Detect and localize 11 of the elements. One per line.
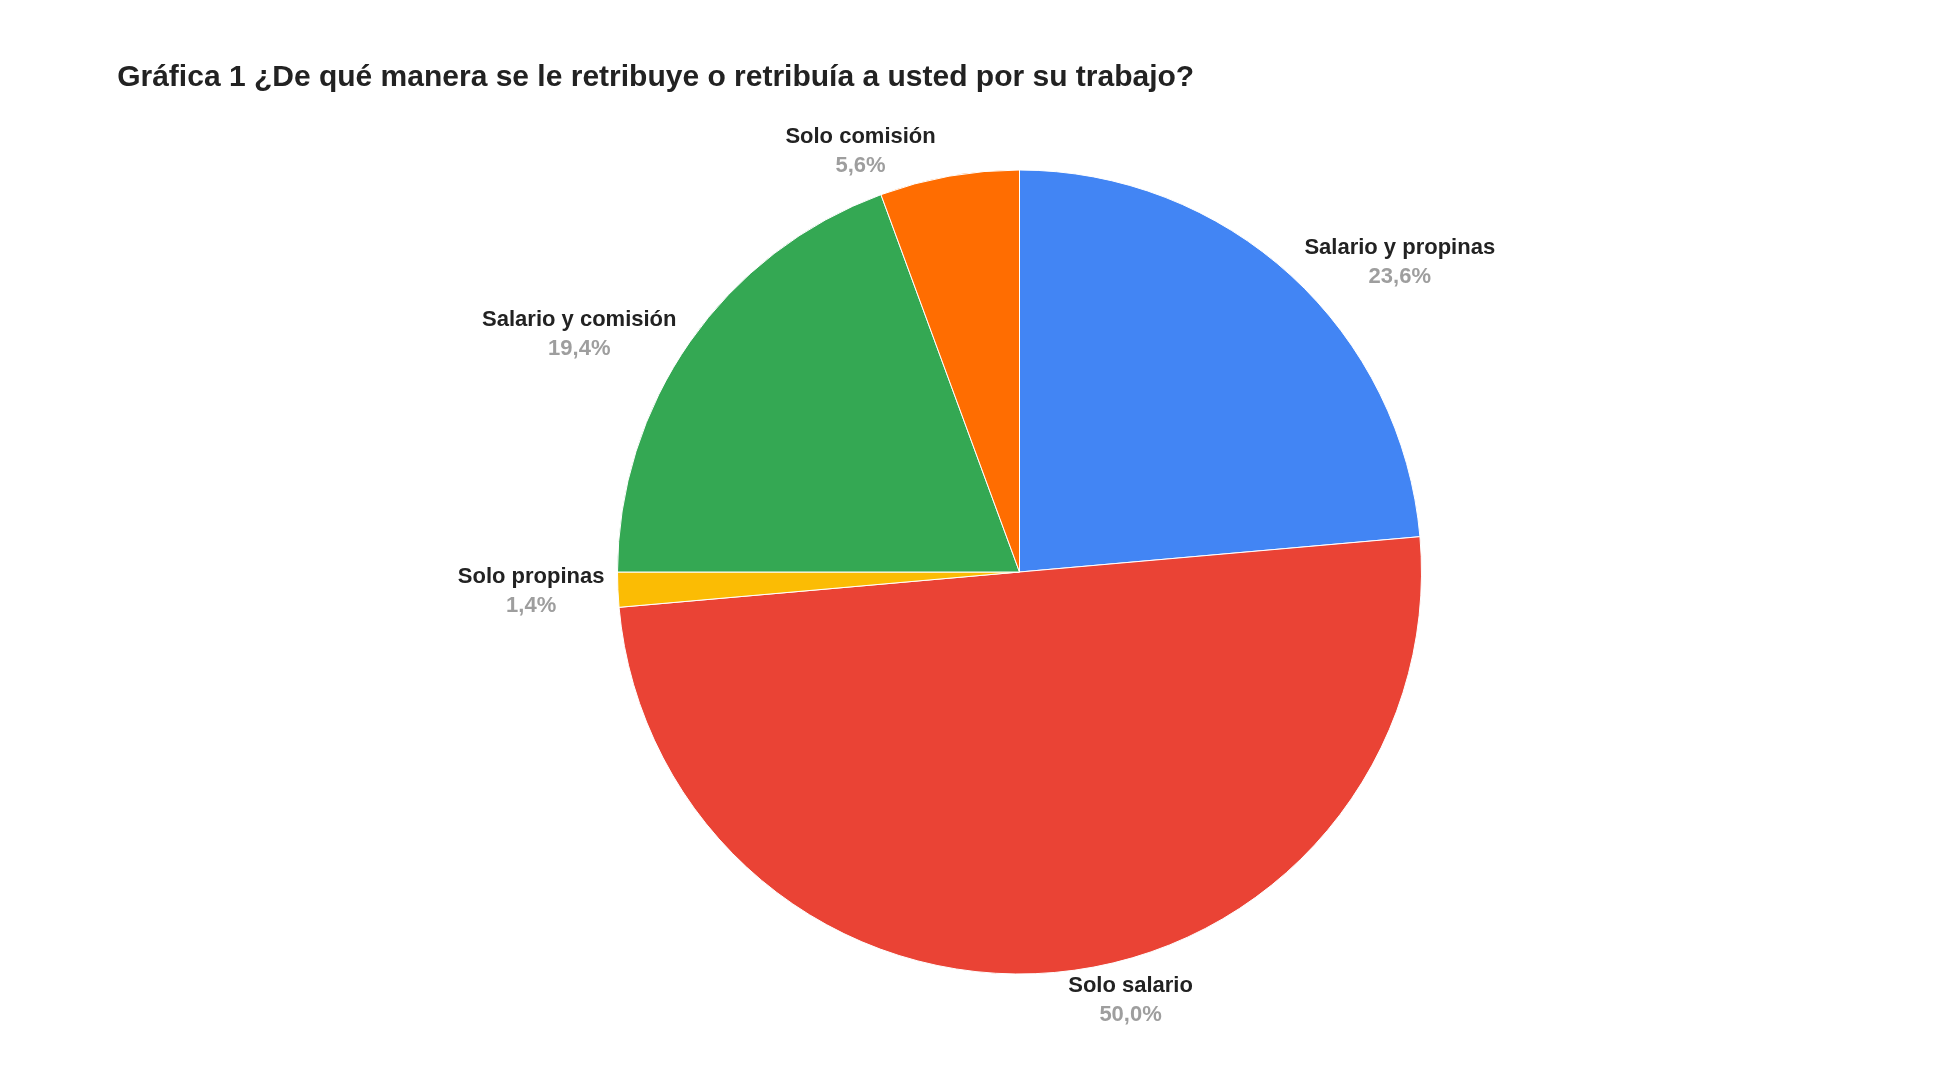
slice-label: Solo propinas [457,562,605,588]
slice-label: Salario y propinas [1304,234,1496,260]
slice-label: Solo salario [1068,972,1193,998]
data-label: 19,4% [548,334,611,360]
data-label: 23,6% [1368,262,1431,288]
data-label: 1,4% [506,591,557,617]
data-label: 50,0% [1099,1000,1162,1026]
slice-label: Salario y comisión [482,306,677,332]
slice-label: Solo comisión [785,123,936,149]
chart-title: Gráfica 1 ¿De qué manera se le retribuye o retribuía a usted por su trabajo? [117,59,1195,93]
data-label: 5,6% [835,152,886,178]
